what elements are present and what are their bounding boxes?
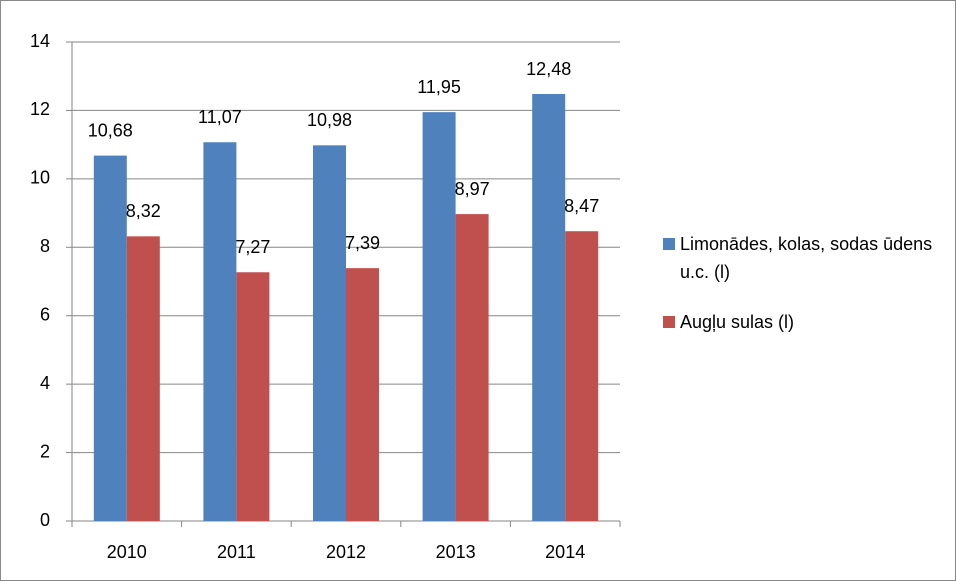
y-tick-label: 2 <box>40 441 50 461</box>
value-label: 12,48 <box>526 59 571 79</box>
y-tick-label: 4 <box>40 373 50 393</box>
value-label: 8,32 <box>126 201 161 221</box>
value-label: 8,97 <box>455 179 490 199</box>
value-label: 11,07 <box>198 107 242 127</box>
x-tick-label: 2010 <box>107 542 147 562</box>
y-tick-label: 8 <box>40 236 50 256</box>
legend-swatch <box>663 238 675 250</box>
bar <box>93 155 127 521</box>
y-tick-label: 14 <box>30 31 50 51</box>
bar <box>313 145 346 521</box>
value-label: 7,27 <box>235 237 270 257</box>
legend-swatch <box>663 316 675 328</box>
bar <box>346 268 379 521</box>
value-label: 11,95 <box>417 77 461 97</box>
value-label: 10,68 <box>88 120 133 140</box>
legend-item: Augļu sulas (l) <box>660 308 950 336</box>
legend: Limonādes, kolas, sodas ūdens u.c. (l) Au… <box>660 230 950 358</box>
bar <box>455 214 489 522</box>
y-tick-label: 6 <box>40 304 50 324</box>
x-tick-label: 2011 <box>217 542 256 562</box>
bar <box>565 231 599 521</box>
bar <box>422 112 456 521</box>
bar <box>236 272 270 521</box>
bar <box>203 142 237 521</box>
x-tick-label: 2014 <box>545 542 585 562</box>
legend-label: Augļu sulas (l) <box>680 312 795 332</box>
y-tick-label: 12 <box>30 99 50 119</box>
value-label: 7,39 <box>345 233 380 253</box>
value-label: 8,47 <box>564 196 599 216</box>
legend-item: Limonādes, kolas, sodas ūdens u.c. (l) <box>660 230 950 286</box>
bar <box>126 236 160 521</box>
legend-label: Limonādes, kolas, sodas ūdens u.c. (l) <box>680 234 933 282</box>
x-tick-label: 2012 <box>326 542 366 562</box>
bar <box>532 94 566 522</box>
value-label: 10,98 <box>307 110 352 130</box>
y-tick-label: 10 <box>30 168 50 188</box>
y-tick-label: 0 <box>40 510 50 530</box>
x-tick-label: 2013 <box>436 542 476 562</box>
